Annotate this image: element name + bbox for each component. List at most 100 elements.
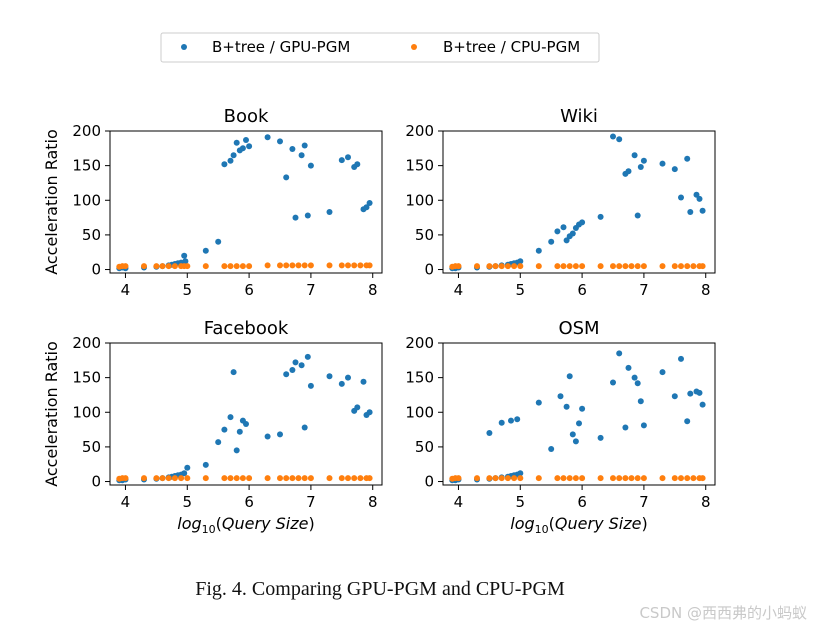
- data-point: [622, 424, 629, 431]
- data-point: [504, 475, 511, 482]
- data-point: [474, 263, 480, 270]
- y-tick-label: 100: [405, 191, 434, 209]
- data-point: [492, 263, 499, 270]
- y-tick-label: 50: [82, 438, 101, 456]
- y-tick-label: 200: [405, 334, 434, 352]
- data-point: [184, 263, 191, 270]
- data-point: [616, 263, 623, 270]
- y-axis-label: Acceleration Ratio: [42, 341, 61, 487]
- y-axis-label: Acceleration Ratio: [42, 129, 61, 275]
- data-point: [227, 475, 234, 482]
- data-point: [474, 475, 480, 482]
- x-tick-label: 6: [244, 281, 254, 299]
- data-point: [634, 475, 641, 482]
- data-point: [283, 371, 290, 378]
- data-point: [230, 369, 237, 376]
- series-cpu: [116, 475, 373, 482]
- data-point: [159, 263, 166, 270]
- data-point: [221, 161, 228, 168]
- data-point: [345, 374, 351, 381]
- axes-frame: [109, 342, 383, 486]
- data-point: [671, 393, 678, 400]
- data-point: [153, 263, 160, 270]
- data-point: [326, 209, 333, 215]
- data-point: [289, 262, 296, 269]
- data-point: [560, 475, 567, 482]
- data-point: [289, 475, 296, 482]
- data-point: [246, 263, 253, 270]
- data-point: [357, 475, 364, 482]
- data-point: [141, 475, 147, 482]
- data-point: [338, 475, 345, 482]
- legend-box: [160, 32, 600, 63]
- data-point: [122, 475, 129, 482]
- data-point: [579, 263, 586, 270]
- series-gpu: [116, 134, 373, 272]
- y-tick-label: 200: [72, 122, 101, 140]
- data-point: [455, 263, 462, 270]
- data-point: [221, 426, 228, 433]
- axes-frame: [442, 342, 716, 486]
- x-tick-label: 4: [454, 493, 464, 511]
- subplot-title: Facebook: [204, 318, 289, 339]
- y-tick-label: 0: [91, 473, 101, 491]
- y-tick-label: 150: [72, 157, 101, 175]
- subplot-title: OSM: [558, 318, 599, 339]
- data-point: [351, 475, 358, 482]
- x-tick-label: 7: [639, 281, 649, 299]
- data-point: [684, 475, 691, 482]
- data-point: [233, 263, 240, 270]
- data-point: [239, 145, 246, 152]
- subplot-osm: OSM 4 5 6 7 8 0 50 100 150 200 log10(Query Size): [405, 318, 716, 536]
- data-point: [295, 262, 302, 269]
- data-point: [307, 262, 314, 269]
- data-point: [345, 262, 351, 269]
- x-tick-label: 5: [515, 281, 525, 299]
- data-point: [202, 247, 209, 254]
- data-point: [246, 475, 253, 482]
- x-tick-label: 8: [701, 493, 711, 511]
- data-point: [554, 228, 561, 235]
- data-point: [301, 424, 308, 431]
- y-tick-label: 150: [405, 369, 434, 387]
- data-point: [307, 162, 314, 169]
- data-point: [699, 263, 706, 270]
- data-point: [264, 134, 271, 141]
- data-point: [498, 263, 505, 270]
- x-tick-label: 8: [701, 281, 711, 299]
- data-point: [165, 475, 172, 482]
- data-point: [221, 475, 228, 482]
- data-point: [616, 475, 623, 482]
- data-point: [687, 390, 694, 397]
- y-tick-label: 200: [72, 334, 101, 352]
- data-point: [514, 416, 521, 423]
- data-point: [535, 399, 542, 406]
- x-tick-label: 6: [577, 493, 587, 511]
- data-point: [153, 475, 160, 482]
- data-point: [215, 238, 222, 245]
- data-point: [572, 438, 579, 445]
- data-point: [264, 262, 271, 269]
- data-point: [498, 475, 505, 482]
- data-point: [678, 355, 684, 362]
- data-point: [659, 160, 666, 167]
- data-point: [171, 475, 178, 482]
- data-point: [236, 428, 243, 435]
- data-point: [597, 213, 604, 220]
- data-point: [517, 470, 524, 477]
- series-gpu: [449, 350, 706, 484]
- data-point: [576, 420, 582, 427]
- y-tick-label: 50: [415, 226, 434, 244]
- data-point: [239, 475, 246, 482]
- data-point: [622, 475, 629, 482]
- data-point: [307, 475, 314, 482]
- x-tick-label: 6: [577, 281, 587, 299]
- series-cpu: [449, 263, 706, 270]
- data-point: [357, 262, 364, 269]
- series-gpu: [449, 133, 706, 272]
- data-point: [517, 475, 524, 482]
- data-point: [298, 362, 305, 369]
- axes-frame: [109, 130, 383, 274]
- data-point: [517, 263, 524, 270]
